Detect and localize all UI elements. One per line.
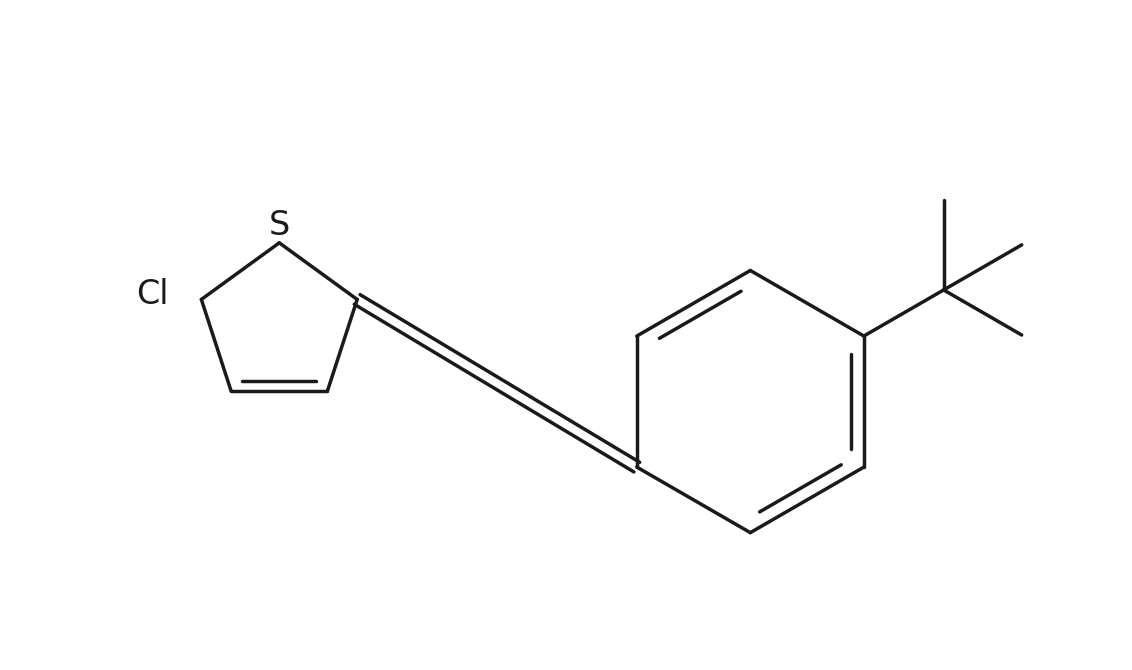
Text: S: S: [268, 209, 290, 242]
Text: Cl: Cl: [136, 278, 169, 311]
